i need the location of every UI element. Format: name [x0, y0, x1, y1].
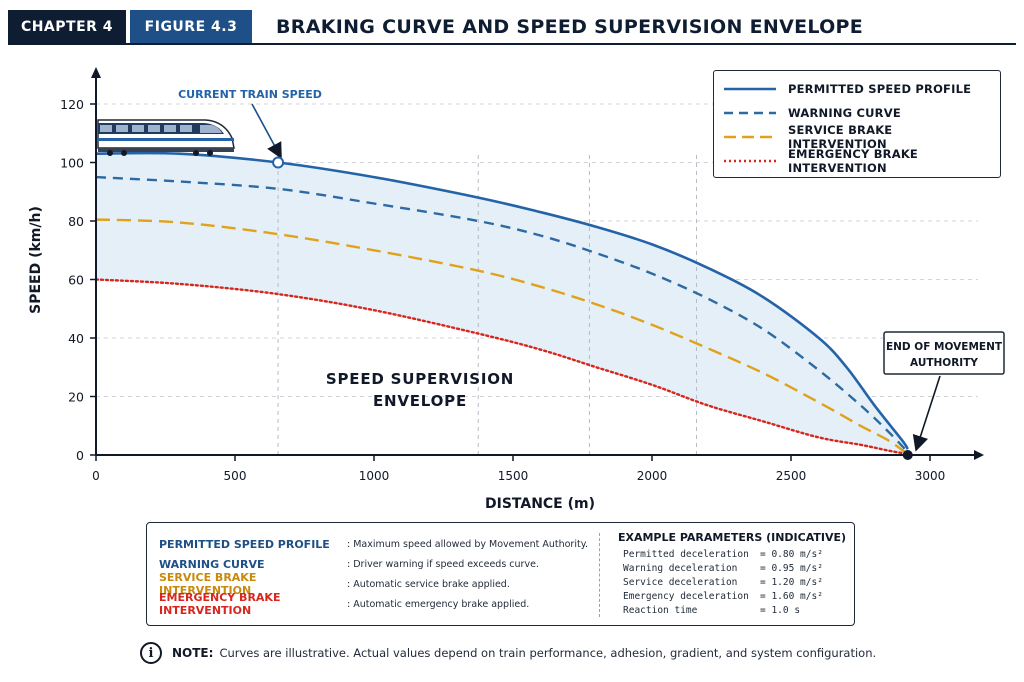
y-tick-label: 80 — [68, 214, 84, 229]
x-tick-label: 3000 — [915, 469, 946, 483]
legend: PERMITTED SPEED PROFILE WARNING CURVE SE… — [713, 70, 1001, 178]
eoa-label-line2: AUTHORITY — [910, 357, 978, 369]
definition-row: PERMITTED SPEED PROFILE : Maximum speed … — [159, 536, 588, 552]
y-axis-arrow — [91, 67, 101, 78]
series-warning — [95, 175, 909, 453]
note: i NOTE: Curves are illustrative. Actual … — [140, 642, 876, 664]
y-tick-label: 40 — [68, 331, 84, 346]
parameter-value: = 1.0 s — [760, 604, 801, 616]
definition-term: SERVICE BRAKE INTERVENTION — [159, 571, 257, 597]
series-service — [95, 218, 906, 454]
train-icon — [97, 119, 235, 156]
envelope-label-line1: SPEED SUPERVISION — [326, 370, 514, 388]
panel-divider — [599, 533, 600, 617]
definition-term: PERMITTED SPEED PROFILE — [159, 537, 330, 551]
envelope-label-line2: ENVELOPE — [373, 392, 467, 410]
current-speed-marker — [272, 156, 285, 169]
legend-label: PERMITTED SPEED PROFILE — [788, 82, 972, 96]
definition-desc: : Automatic service brake applied. — [347, 578, 510, 590]
parameter-row: Service deceleration = 1.20 m/s² — [623, 575, 860, 589]
legend-swatch-warning — [724, 111, 776, 115]
x-tick-label: 1500 — [498, 469, 529, 483]
x-axis-arrow — [974, 450, 984, 460]
axis-ticks: 0 20 40 60 80 100 120 0 500 1000 1500 2000 2500 3000 — [60, 97, 945, 483]
definition-term: EMERGENCY BRAKE INTERVENTION — [159, 591, 281, 617]
eoa-pointer — [912, 375, 941, 452]
envelope-fill — [96, 153, 908, 454]
header-rule — [8, 43, 1016, 45]
definitions-panel: PERMITTED SPEED PROFILE : Maximum speed … — [146, 522, 855, 626]
parameter-row: Emergency deceleration = 1.60 m/s² — [623, 589, 860, 603]
parameter-row: Permitted deceleration = 0.80 m/s² — [623, 547, 860, 561]
parameter-row: Warning deceleration = 0.95 m/s² — [623, 561, 860, 575]
reference-lines — [277, 153, 697, 455]
legend-item-warning: WARNING CURVE — [724, 101, 990, 125]
y-tick-label: 0 — [76, 448, 84, 463]
legend-item-emergency: EMERGENCY BRAKE INTERVENTION — [724, 147, 990, 175]
definition-row: WARNING CURVE : Driver warning if speed … — [159, 556, 539, 572]
parameter-value: = 1.60 m/s² — [760, 590, 823, 602]
y-tick-label: 20 — [68, 390, 84, 405]
definition-desc: : Automatic emergency brake applied. — [347, 598, 530, 610]
legend-label: WARNING CURVE — [788, 106, 901, 120]
definition-term: WARNING CURVE — [159, 557, 265, 571]
series-emergency — [94, 278, 907, 455]
definition-desc: : Driver warning if speed exceeds curve. — [347, 558, 539, 570]
x-tick-label: 2000 — [637, 469, 668, 483]
x-tick-label: 500 — [224, 469, 247, 483]
eoa-callout-box — [883, 331, 1005, 375]
chapter-badge: CHAPTER 4 — [8, 10, 126, 44]
x-axis-label: DISTANCE (m) — [485, 496, 595, 512]
note-text: Curves are illustrative. Actual values d… — [219, 646, 877, 660]
current-speed-pointer — [251, 103, 282, 160]
parameter-name: Service deceleration — [623, 576, 738, 588]
parameter-value: = 1.20 m/s² — [760, 576, 823, 588]
parameter-name: Permitted deceleration — [623, 548, 749, 560]
definition-row: SERVICE BRAKE INTERVENTION : Automatic s… — [159, 571, 510, 597]
legend-label: SERVICE BRAKE INTERVENTION — [788, 123, 893, 151]
legend-item-service: SERVICE BRAKE INTERVENTION — [724, 123, 990, 151]
y-tick-label: 120 — [60, 97, 84, 112]
eoa-marker — [902, 450, 913, 460]
y-tick-label: 100 — [60, 156, 84, 171]
legend-swatch-permitted — [724, 87, 776, 91]
parameters-title: EXAMPLE PARAMETERS (INDICATIVE) — [617, 531, 847, 544]
parameter-name: Emergency deceleration — [623, 590, 749, 602]
legend-label: EMERGENCY BRAKE INTERVENTION — [788, 147, 918, 175]
legend-item-permitted: PERMITTED SPEED PROFILE — [724, 77, 990, 101]
current-speed-label: CURRENT TRAIN SPEED — [178, 88, 322, 101]
parameter-value: = 0.95 m/s² — [760, 562, 823, 574]
figure-title: BRAKING CURVE AND SPEED SUPERVISION ENVE… — [276, 16, 864, 38]
y-axis-label: SPEED (km/h) — [28, 206, 44, 314]
figure-header: CHAPTER 4 FIGURE 4.3 BRAKING CURVE AND S… — [8, 10, 863, 44]
definition-desc: : Maximum speed allowed by Movement Auth… — [347, 538, 588, 550]
figure-badge: FIGURE 4.3 — [130, 10, 252, 44]
note-label: NOTE: — [172, 646, 214, 660]
parameter-row: Reaction time = 1.0 s — [623, 603, 860, 617]
info-icon: i — [140, 642, 162, 664]
y-tick-label: 60 — [68, 273, 84, 288]
legend-swatch-service — [724, 135, 776, 139]
legend-swatch-emergency — [724, 159, 776, 163]
eoa-label-line1: END OF MOVEMENT — [886, 341, 1003, 353]
definition-row: EMERGENCY BRAKE INTERVENTION : Automatic… — [159, 591, 530, 617]
x-tick-label: 0 — [92, 469, 100, 483]
parameter-name: Reaction time — [623, 604, 698, 616]
parameter-value: = 0.80 m/s² — [760, 548, 823, 560]
x-tick-label: 1000 — [359, 469, 390, 483]
parameter-name: Warning deceleration — [623, 562, 738, 574]
x-tick-label: 2500 — [776, 469, 807, 483]
